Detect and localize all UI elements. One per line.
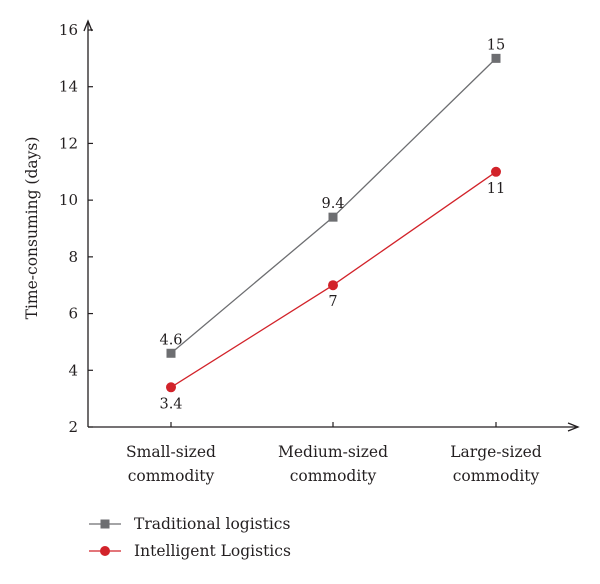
y-tick-label: 14 (59, 78, 78, 96)
data-label: 9.4 (321, 196, 344, 212)
legend-marker (100, 519, 110, 529)
data-point (166, 382, 176, 393)
x-categories: Small-sized commodity Medium-sized commodit… (126, 422, 542, 485)
legend: Traditional logistics Intelligent Logisti… (89, 515, 291, 560)
y-tick-label: 8 (68, 248, 78, 266)
y-axis-title: Time-consuming (days) (23, 137, 41, 320)
axes (83, 19, 580, 432)
series-group: 4.6 9.4 15 3.4 7 11 (159, 37, 505, 412)
data-label: 3.4 (159, 396, 182, 412)
y-tick-label: 4 (68, 361, 78, 379)
data-point (166, 348, 176, 358)
y-tick-label: 2 (68, 418, 78, 436)
data-label: 4.6 (159, 332, 182, 348)
legend-marker (100, 546, 110, 556)
x-axis-arrow (567, 422, 580, 432)
y-tick-label: 16 (59, 21, 78, 39)
legend-label: Intelligent Logistics (134, 542, 291, 560)
data-point (491, 166, 501, 177)
legend-label: Traditional logistics (134, 515, 290, 533)
y-axis-arrow (83, 19, 93, 32)
data-point (328, 280, 338, 291)
data-label: 11 (487, 181, 505, 197)
x-category-label: Medium-sized commodity (278, 443, 388, 485)
data-label: 7 (328, 294, 337, 310)
data-point (328, 212, 338, 222)
data-point (491, 53, 501, 63)
x-category-label: Large-sized commodity (450, 443, 542, 485)
y-ticks: 2 4 6 8 10 12 14 16 (59, 21, 93, 436)
y-tick-label: 12 (59, 134, 78, 152)
data-label: 15 (487, 37, 505, 53)
y-tick-label: 6 (68, 305, 78, 323)
y-tick-label: 10 (59, 191, 78, 209)
x-category-label: Small-sized commodity (126, 443, 216, 485)
